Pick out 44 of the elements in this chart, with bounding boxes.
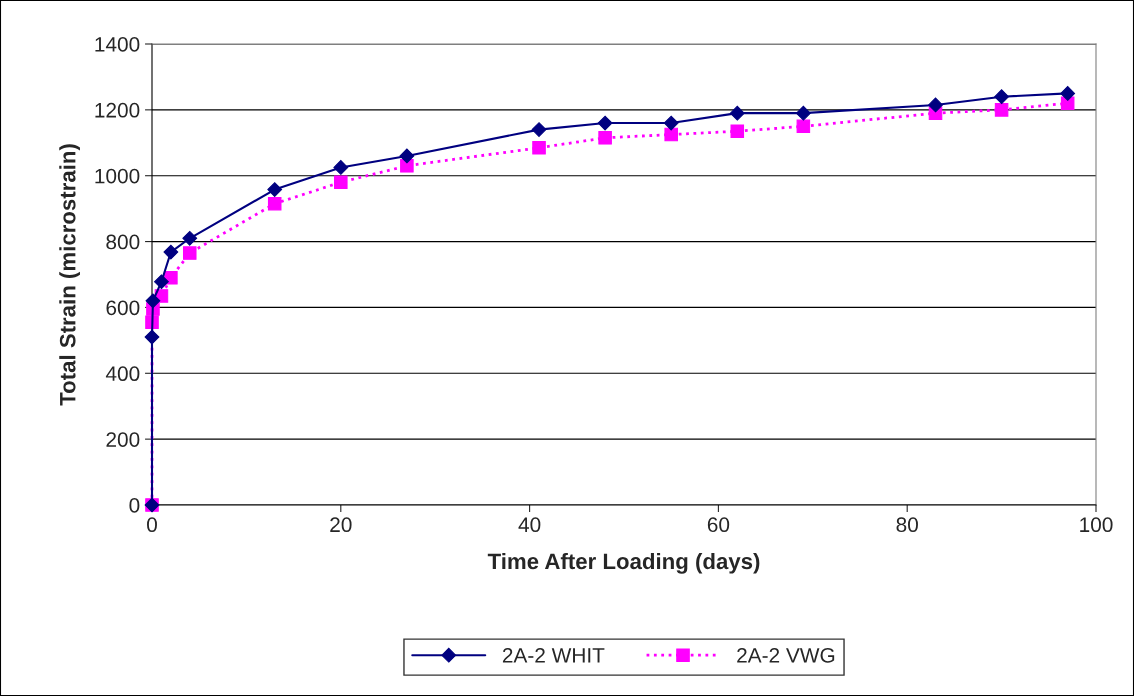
y-tick-label: 400 [105,366,140,382]
y-axis-title: Total Strain (microstrain) [59,144,80,406]
point [267,196,282,211]
legend-label: 2A-2 WHIT [502,647,605,663]
legend-label: 2A-2 VWG [737,647,835,663]
point [267,182,283,197]
point [597,115,613,131]
point [1060,86,1076,101]
point [663,115,679,131]
y-tick-label: 1200 [95,102,140,118]
x-tick-label: 40 [518,517,541,533]
point [994,89,1009,105]
y-tick-label: 1400 [95,37,140,52]
x-tick-label: 100 [1080,517,1113,533]
y-tick-label: 200 [106,432,140,447]
point [144,329,160,345]
y-tick-label: 1000 [95,168,140,184]
x-tick-label: 80 [896,517,918,533]
point [400,159,414,173]
y-tick-label: 0 [129,498,140,513]
x-tick-label: 20 [330,517,352,533]
point [664,127,678,142]
x-tick-label: 0 [147,517,157,533]
point [531,122,547,138]
point [796,119,811,134]
x-axis-title: Time After Loading (days) [487,552,760,574]
point [795,105,811,121]
point [154,274,169,290]
point [163,244,179,260]
point [333,160,349,175]
x-tick-label: 60 [707,517,730,533]
y-tick-label: 800 [106,234,140,250]
point [994,103,1009,117]
point [399,148,415,164]
point [730,124,745,139]
point [598,131,612,145]
point [182,230,198,246]
point [729,105,745,121]
y-tick-label: 600 [106,300,140,316]
point [532,140,546,155]
point [145,293,161,309]
point [334,175,348,190]
point [928,97,943,113]
point [182,246,197,260]
